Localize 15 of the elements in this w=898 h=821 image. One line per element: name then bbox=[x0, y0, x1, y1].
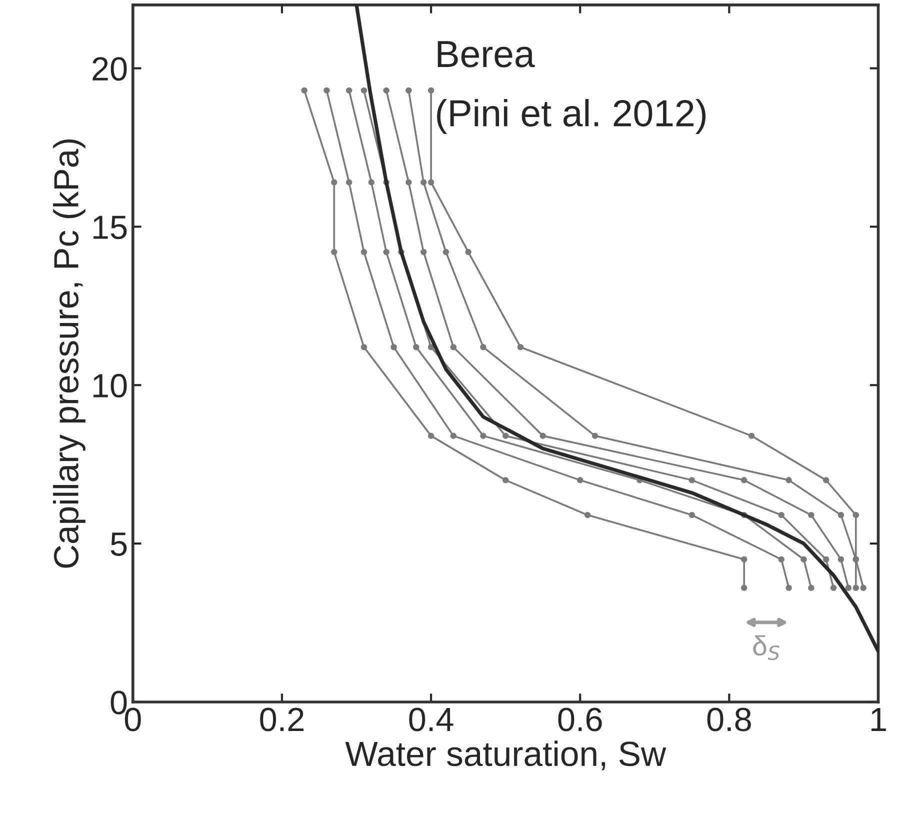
y-tick-label: 10 bbox=[94, 374, 127, 398]
annotation: (Pini et al. 2012) bbox=[437, 99, 706, 134]
annotation: δ$_{S}$ bbox=[753, 635, 780, 660]
annotation: Berea bbox=[438, 41, 535, 68]
x-tick-label: 0.8 bbox=[707, 708, 751, 732]
y-axis-title: Capillary pressure, Pc (kPa) bbox=[53, 139, 86, 568]
x-axis-title: Water saturation, Sw bbox=[345, 740, 666, 770]
x-tick-label: 0.2 bbox=[260, 708, 304, 732]
x-tick-label: 0.6 bbox=[558, 708, 602, 732]
y-tick-label: 15 bbox=[94, 216, 127, 240]
x-tick-label: 1 bbox=[872, 708, 886, 731]
y-tick-label: 20 bbox=[92, 57, 127, 81]
y-tick-label: 0 bbox=[110, 690, 127, 714]
y-tick-label: 5 bbox=[110, 532, 127, 556]
x-tick-label: 0.4 bbox=[409, 708, 454, 732]
